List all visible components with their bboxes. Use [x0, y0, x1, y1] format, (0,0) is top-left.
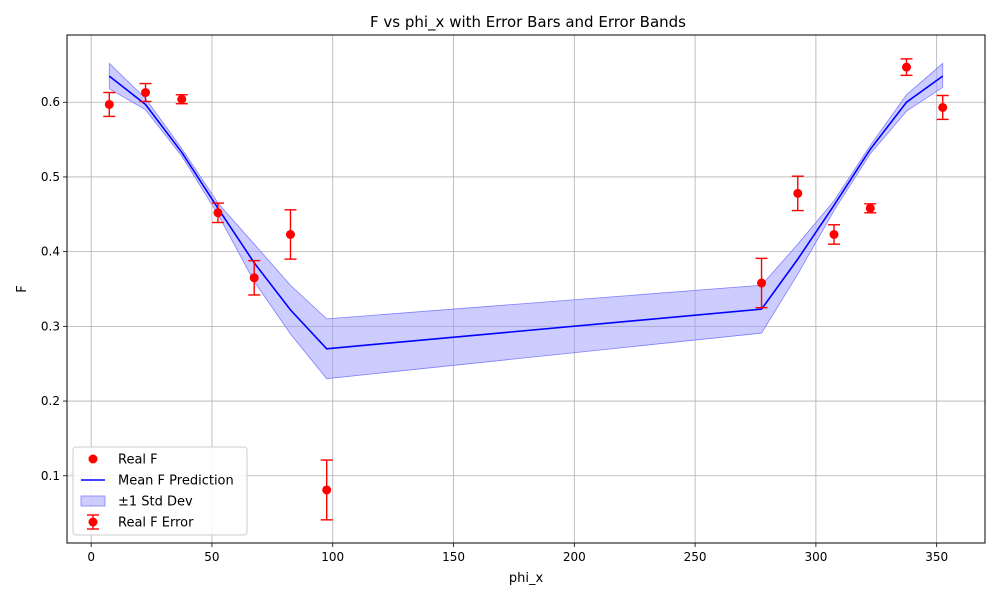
std-dev-band [108, 62, 944, 380]
real-point-layer [104, 62, 948, 495]
real-f-point [901, 62, 911, 72]
real-f-point [285, 229, 295, 239]
real-f-point [322, 485, 332, 495]
legend-key-band [80, 495, 106, 507]
legend-key-errorbar-point [88, 517, 98, 527]
x-axis-label: phi_x [509, 571, 544, 586]
y-tick-label: 0.4 [41, 245, 60, 259]
x-axis: 0 50 100 150 200 250 300 350 [87, 543, 948, 564]
y-tick-label: 0.1 [41, 469, 60, 483]
y-tick-label: 0.5 [41, 170, 60, 184]
y-tick-label: 0.3 [41, 319, 60, 333]
real-f-point [757, 278, 767, 288]
x-tick-label: 100 [321, 550, 344, 564]
x-tick-label: 300 [804, 550, 827, 564]
x-tick-label: 0 [87, 550, 95, 564]
legend-label: Mean F Prediction [118, 474, 234, 489]
real-f-point [938, 102, 948, 112]
legend-label: Real F Error [118, 516, 194, 531]
y-tick-label: 0.6 [41, 95, 60, 109]
x-tick-label: 50 [204, 550, 219, 564]
grid [67, 35, 985, 543]
plot-frame [66, 34, 986, 544]
legend: Real F Mean F Prediction ±1 Std Dev Real F … [72, 446, 248, 536]
legend-item: Real F Error [87, 514, 194, 531]
real-f-point [249, 273, 259, 283]
std-band-layer [108, 62, 944, 380]
real-f-point [213, 208, 223, 218]
real-f-point [141, 88, 151, 98]
chart-title: F vs phi_x with Error Bars and Error Ban… [370, 13, 686, 32]
real-f-point [829, 229, 839, 239]
legend-item: Real F [88, 453, 158, 468]
legend-box [72, 446, 248, 536]
legend-key-real [88, 454, 98, 464]
x-tick-label: 350 [925, 550, 948, 564]
mean-prediction-line [108, 75, 944, 350]
real-f-point [104, 99, 114, 109]
y-tick-label: 0.2 [41, 394, 60, 408]
legend-label: ±1 Std Dev [118, 495, 193, 510]
x-tick-label: 250 [684, 550, 707, 564]
real-f-point [793, 188, 803, 198]
y-axis-label: F [15, 285, 30, 292]
x-tick-label: 150 [442, 550, 465, 564]
mean-line-layer [108, 75, 944, 350]
legend-label: Real F [118, 453, 158, 468]
real-f-point [865, 203, 875, 213]
y-axis: 0.1 0.2 0.3 0.4 0.5 0.6 [41, 95, 67, 483]
legend-item: ±1 Std Dev [80, 495, 193, 510]
x-tick-label: 200 [563, 550, 586, 564]
legend-item: Mean F Prediction [81, 474, 234, 489]
real-f-point [177, 94, 187, 104]
